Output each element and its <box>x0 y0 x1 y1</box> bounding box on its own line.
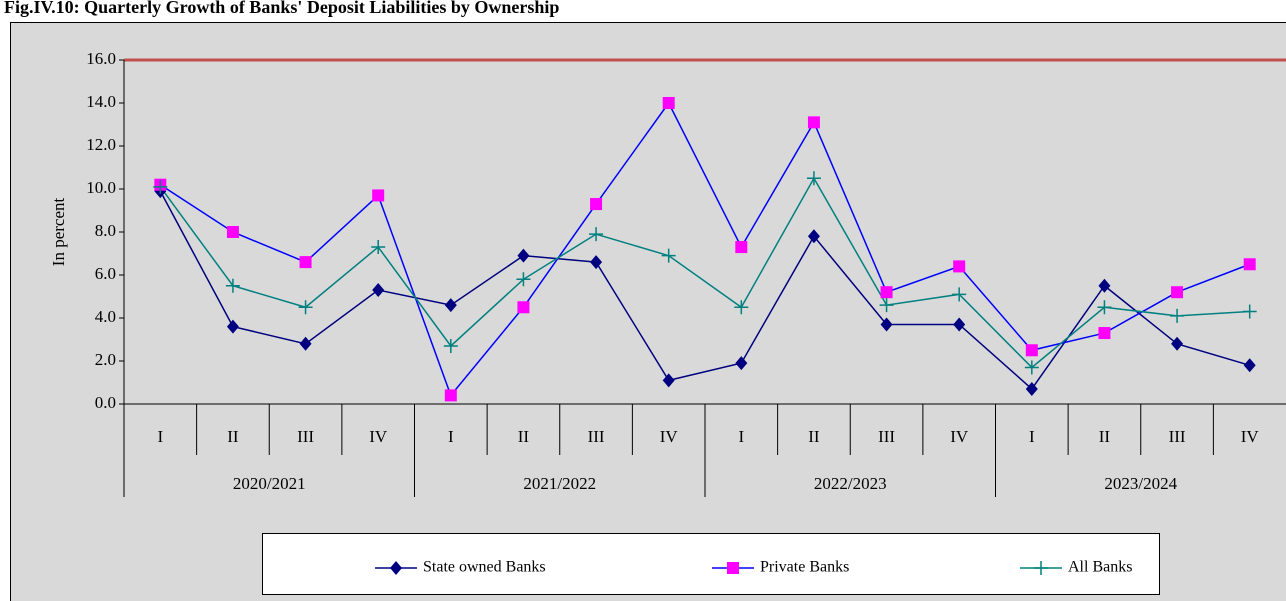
marker <box>1025 381 1038 396</box>
marker <box>371 240 386 255</box>
marker <box>517 248 530 263</box>
y-tick-label: 2.0 <box>95 350 116 369</box>
marker <box>735 356 748 371</box>
marker <box>516 272 531 287</box>
x-group-label: 2023/2024 <box>1104 474 1177 493</box>
marker <box>298 300 313 315</box>
marker <box>517 301 530 314</box>
x-tick-label: III <box>1169 427 1186 446</box>
y-tick-label: 14.0 <box>86 92 116 111</box>
marker <box>1170 308 1185 323</box>
x-tick-label: III <box>878 427 895 446</box>
marker <box>1025 344 1038 357</box>
marker <box>444 298 457 313</box>
y-tick-label: 16.0 <box>86 49 116 68</box>
marker <box>1024 360 1039 375</box>
marker <box>1242 304 1257 319</box>
marker <box>299 256 312 269</box>
marker <box>1034 561 1048 575</box>
marker <box>390 561 402 575</box>
marker <box>1098 278 1111 293</box>
x-tick-label: II <box>227 427 239 446</box>
marker <box>1171 336 1184 351</box>
marker <box>727 562 739 574</box>
series-line <box>159 101 1250 397</box>
marker <box>372 283 385 298</box>
legend-label: State owned Banks <box>423 559 546 576</box>
x-tick-label: I <box>157 427 163 446</box>
x-tick-label: IV <box>1241 427 1260 446</box>
marker <box>662 97 675 109</box>
x-tick-label: I <box>1029 427 1035 446</box>
marker <box>879 298 894 313</box>
y-tick-label: 6.0 <box>95 264 116 283</box>
series-line <box>159 176 1250 369</box>
marker <box>952 287 967 302</box>
marker <box>444 389 457 402</box>
legend-label: Private Banks <box>760 559 849 576</box>
marker <box>661 248 676 263</box>
chart-area <box>10 22 1286 601</box>
marker <box>1171 286 1184 299</box>
legend-label: All Banks <box>1068 559 1132 576</box>
y-tick-label: 8.0 <box>95 221 116 240</box>
marker <box>734 300 749 315</box>
marker <box>1243 358 1256 373</box>
marker <box>953 260 966 273</box>
x-tick-label: IV <box>369 427 388 446</box>
marker <box>226 319 239 334</box>
x-tick-label: I <box>448 427 454 446</box>
y-tick-label: 12.0 <box>86 135 116 154</box>
x-tick-label: I <box>738 427 744 446</box>
marker <box>880 286 893 299</box>
marker <box>735 241 748 254</box>
x-group-label: 2021/2022 <box>523 474 596 493</box>
x-tick-label: IV <box>660 427 679 446</box>
marker <box>953 317 966 332</box>
x-tick-label: IV <box>950 427 969 446</box>
marker <box>590 198 603 211</box>
x-tick-label: II <box>518 427 530 446</box>
y-tick-label: 4.0 <box>95 307 116 326</box>
marker <box>807 116 820 129</box>
marker <box>443 338 458 353</box>
marker <box>662 373 675 388</box>
x-tick-label: II <box>808 427 820 446</box>
marker <box>299 336 312 351</box>
marker <box>590 255 603 270</box>
legend-box <box>262 533 1160 595</box>
y-tick-label: 10.0 <box>86 178 116 197</box>
marker <box>226 226 239 238</box>
marker <box>1097 300 1112 315</box>
marker <box>589 227 604 242</box>
marker <box>807 229 820 244</box>
x-tick-label: III <box>297 427 314 446</box>
marker <box>806 171 821 186</box>
x-tick-label: III <box>588 427 605 446</box>
x-tick-label: II <box>1099 427 1111 446</box>
x-group-label: 2020/2021 <box>233 474 306 493</box>
marker <box>1243 258 1256 271</box>
marker <box>1098 327 1111 340</box>
x-group-label: 2022/2023 <box>814 474 887 493</box>
marker <box>880 317 893 332</box>
y-tick-label: 0.0 <box>95 393 116 412</box>
marker <box>153 179 168 194</box>
chart-title: Fig.IV.10: Quarterly Growth of Banks' De… <box>4 0 559 17</box>
marker <box>372 189 385 202</box>
y-axis-label: In percent <box>49 198 68 267</box>
marker <box>225 278 240 293</box>
